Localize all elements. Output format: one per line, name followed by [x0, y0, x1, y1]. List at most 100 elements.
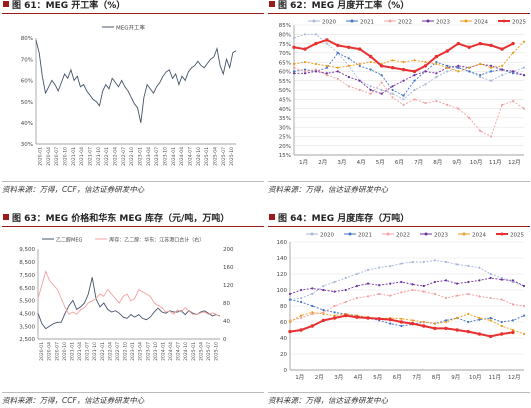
data-point — [358, 64, 361, 67]
data-point — [479, 62, 482, 66]
data-point — [468, 116, 471, 119]
data-point — [369, 54, 373, 59]
legend-label: 2025 — [510, 232, 524, 238]
data-point — [389, 282, 392, 285]
data-point — [422, 260, 425, 264]
data-point — [292, 45, 296, 49]
x-tick-label: 2024-04 — [179, 147, 185, 166]
data-point — [466, 329, 470, 334]
data-point — [422, 284, 425, 288]
data-point — [511, 100, 515, 103]
data-point — [336, 43, 340, 48]
data-point — [380, 74, 383, 77]
data-point — [478, 266, 481, 269]
data-point — [399, 320, 404, 324]
legend-marker — [502, 19, 506, 23]
x-tick-label: 6月 — [395, 159, 404, 166]
x-tick-label: 11月 — [489, 159, 502, 166]
panel-title: 图 63：MEG 价格和华东 MEG 库存（元/吨，万吨） — [2, 213, 264, 227]
x-tick-label: 2020-07 — [54, 342, 60, 361]
y-tick-label: 80 — [280, 304, 287, 310]
data-point — [344, 288, 347, 292]
data-point — [424, 83, 427, 86]
y-tick-label: 60% — [21, 79, 33, 85]
title-square-icon — [269, 214, 275, 220]
data-point — [500, 320, 503, 324]
x-tick-label: 4月 — [357, 159, 366, 166]
data-point — [314, 68, 317, 71]
data-point — [412, 69, 417, 74]
data-point — [369, 85, 372, 88]
x-tick-label: 2024-10 — [196, 147, 202, 166]
legend-label: 2023 — [434, 232, 448, 238]
chart-meg-monthly-operating-rate: 15% 20% 25% 30% 35% 40% 45% 50% 55% 60% 65% 70% 75% 8… — [279, 19, 527, 166]
series-line-MEG开工率 — [35, 39, 237, 123]
series-line-2022 — [293, 67, 525, 138]
data-point — [336, 51, 339, 55]
series-line-2023 — [294, 63, 525, 95]
y-tick-label: 8,500 — [19, 260, 35, 266]
series-line-2024 — [289, 311, 525, 335]
legend-label: 2022 — [398, 19, 412, 25]
data-point — [435, 72, 438, 75]
data-point — [292, 72, 296, 75]
data-point — [433, 326, 437, 331]
series-line-库存：乙二醇：华东：江苏港口合计（右） — [37, 270, 221, 317]
data-point — [500, 47, 504, 51]
data-point — [446, 64, 449, 67]
data-point — [401, 67, 406, 72]
y-tick-label: 160 — [277, 240, 288, 246]
x-tick-label: 2024-01 — [160, 342, 166, 361]
x-tick-label: 2月 — [315, 374, 324, 381]
data-point — [311, 287, 314, 290]
legend-marker — [388, 19, 392, 23]
data-point — [402, 94, 405, 97]
y2-tick-label: 80 — [223, 301, 230, 307]
x-tick-label: 10月 — [470, 159, 483, 166]
legend-label: 2021 — [358, 232, 372, 238]
panel-title: 图 64：MEG 月度库存（万吨） — [268, 213, 530, 227]
data-point — [511, 51, 515, 55]
y-tick-label: 80% — [21, 36, 33, 42]
data-point — [500, 278, 503, 281]
data-point — [355, 296, 358, 300]
data-point — [332, 316, 337, 320]
x-tick-label: 2020-07 — [54, 147, 60, 166]
x-tick-label: 2024-07 — [176, 342, 182, 361]
data-point — [413, 59, 416, 62]
y-tick-label: 50% — [21, 100, 33, 106]
x-tick-label: 9月 — [451, 374, 460, 381]
data-point — [456, 41, 460, 46]
data-point — [511, 303, 514, 306]
data-point — [303, 61, 307, 64]
data-point — [511, 330, 515, 335]
x-tick-label: 2020-10 — [62, 342, 68, 361]
data-point — [325, 66, 328, 69]
legend-label: 2020 — [322, 19, 336, 25]
data-point — [292, 36, 296, 40]
data-point — [522, 304, 526, 308]
legend-label: 2025 — [512, 19, 526, 25]
data-point — [511, 279, 514, 282]
data-point — [336, 66, 339, 69]
data-point — [358, 79, 361, 82]
data-point — [501, 64, 504, 67]
series-line-2021 — [293, 52, 525, 97]
data-point — [303, 72, 307, 75]
data-point — [325, 38, 329, 42]
data-point — [478, 295, 481, 298]
data-point — [500, 332, 504, 336]
data-point — [358, 62, 361, 66]
y-tick-label: 60 — [280, 320, 287, 326]
legend-label: 2023 — [436, 19, 450, 25]
data-point — [413, 74, 416, 77]
data-point — [322, 311, 325, 314]
panel-title: 图 61：MEG 开工率（%） — [2, 0, 264, 14]
legend-marker — [464, 19, 468, 23]
x-tick-label: 2021-07 — [88, 147, 94, 166]
data-point — [333, 280, 336, 284]
data-point — [489, 296, 492, 300]
data-point — [347, 85, 350, 88]
x-tick-label: 2024-07 — [188, 147, 194, 166]
title-square-icon — [3, 214, 9, 220]
